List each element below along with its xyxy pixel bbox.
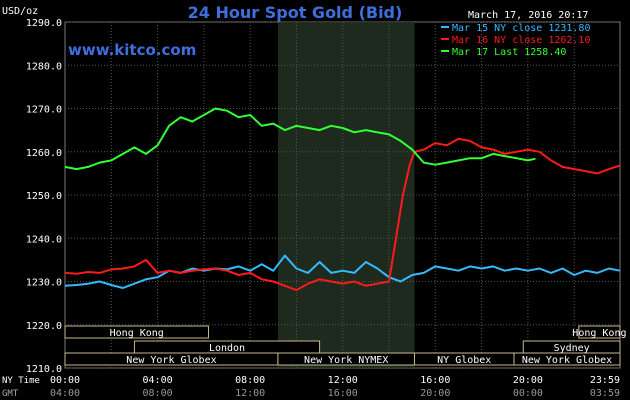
y-unit-label: USD/oz (2, 6, 38, 17)
x-tick-label-ny: 23:59 (590, 375, 620, 386)
x-tick-label-gmt: 12:00 (235, 388, 265, 399)
website-label: www.kitco.com (68, 41, 196, 59)
x-tick-label-gmt: 04:00 (50, 388, 80, 399)
session-label: Sydney (554, 343, 590, 354)
grid-lines (65, 21, 620, 369)
y-tick-label: 1260.0 (26, 148, 62, 159)
y-axis-labels: 1210.0 1220.0 1230.0 1240.0 1250.0 1260.0 1270… (26, 18, 62, 375)
series-line (64, 137, 621, 292)
x-tick-label-gmt: 08:00 (143, 388, 173, 399)
x-tick-label-gmt: 03:59 (590, 388, 620, 399)
session-label: NY Globex (437, 355, 491, 366)
session-label: Hong Kong (110, 328, 164, 339)
y-tick-label: 1270.0 (26, 105, 62, 116)
x-axis-labels: NY Time GMT 00:00 04:00 04:00 08:00 08:00 12:00… (2, 375, 620, 399)
y-tick-label: 1230.0 (26, 278, 62, 289)
session-label: London (209, 343, 245, 354)
ny-time-axis-label: NY Time (2, 376, 40, 386)
legend-entry: Mar 15 NY close 1231.80 (452, 23, 590, 34)
chart-datetime: March 17, 2016 20:17 (468, 10, 588, 21)
legend-entry: Mar 16 NY close 1262.10 (452, 35, 590, 46)
x-tick-label-ny: 12:00 (328, 375, 358, 386)
session-label: New York Globex (126, 355, 216, 366)
x-tick-label-ny: 04:00 (143, 375, 173, 386)
session-label: New York Globex (522, 355, 612, 366)
y-tick-label: 1290.0 (26, 18, 62, 29)
session-box (578, 325, 621, 339)
price-series (64, 107, 621, 292)
x-tick-label-gmt: 20:00 (420, 388, 450, 399)
session-box (64, 325, 209, 339)
series-line (64, 254, 621, 289)
nymex-shaded-region (277, 22, 415, 368)
legend-entry: Mar 17 Last 1258.40 (452, 47, 566, 58)
y-tick-label: 1210.0 (26, 364, 62, 375)
chart-title: 24 Hour Spot Gold (Bid) (188, 3, 403, 22)
session-label: Hong Kong (572, 328, 626, 339)
x-tick-label-ny: 08:00 (235, 375, 265, 386)
y-tick-label: 1250.0 (26, 191, 62, 202)
x-tick-label-ny: 16:00 (420, 375, 450, 386)
gmt-axis-label: GMT (2, 389, 19, 399)
x-tick-label-gmt: 00:00 (513, 388, 543, 399)
series-line (64, 107, 536, 171)
y-tick-label: 1240.0 (26, 234, 62, 245)
x-tick-label-gmt: 16:00 (328, 388, 358, 399)
y-tick-label: 1280.0 (26, 61, 62, 72)
session-box (513, 352, 621, 366)
y-tick-label: 1220.0 (26, 321, 62, 332)
session-label: New York NYMEX (304, 355, 388, 366)
x-tick-label-ny: 00:00 (50, 375, 80, 386)
x-tick-label-ny: 20:00 (513, 375, 543, 386)
